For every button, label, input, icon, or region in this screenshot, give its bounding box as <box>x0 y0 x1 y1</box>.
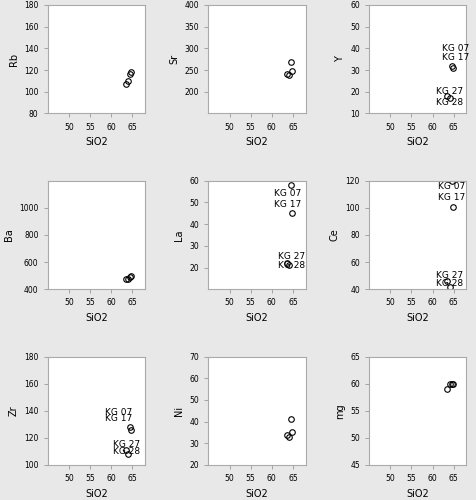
X-axis label: SiO2: SiO2 <box>246 488 268 498</box>
Text: KG 07: KG 07 <box>442 44 469 53</box>
Text: KG 27: KG 27 <box>113 440 140 449</box>
Y-axis label: mg: mg <box>335 403 345 418</box>
Text: KG 27: KG 27 <box>278 252 305 261</box>
Text: KG 28: KG 28 <box>113 447 140 456</box>
Text: KG 17: KG 17 <box>437 192 465 202</box>
Y-axis label: Ni: Ni <box>174 406 184 416</box>
Y-axis label: La: La <box>174 229 184 240</box>
X-axis label: SiO2: SiO2 <box>407 313 429 323</box>
Text: KG 28: KG 28 <box>436 98 463 107</box>
X-axis label: SiO2: SiO2 <box>85 137 108 147</box>
Y-axis label: Ba: Ba <box>4 228 14 241</box>
Y-axis label: Zr: Zr <box>9 406 19 416</box>
Y-axis label: Ce: Ce <box>330 228 340 241</box>
Text: KG 07: KG 07 <box>274 190 301 198</box>
X-axis label: SiO2: SiO2 <box>407 488 429 498</box>
X-axis label: SiO2: SiO2 <box>85 313 108 323</box>
Text: KG 17: KG 17 <box>105 414 132 424</box>
Text: KG 07: KG 07 <box>437 182 465 190</box>
X-axis label: SiO2: SiO2 <box>85 488 108 498</box>
Text: KG 17: KG 17 <box>274 200 301 209</box>
Text: KG 07: KG 07 <box>105 408 132 416</box>
Y-axis label: Sr: Sr <box>169 54 179 64</box>
X-axis label: SiO2: SiO2 <box>246 137 268 147</box>
Y-axis label: Rb: Rb <box>9 52 19 66</box>
Text: KG 28: KG 28 <box>278 261 305 270</box>
Text: KG 27: KG 27 <box>436 271 463 280</box>
Text: KG 28: KG 28 <box>436 280 463 288</box>
Text: KG 17: KG 17 <box>442 52 469 62</box>
Text: KG 27: KG 27 <box>436 88 463 96</box>
X-axis label: SiO2: SiO2 <box>246 313 268 323</box>
Y-axis label: Y: Y <box>335 56 345 62</box>
X-axis label: SiO2: SiO2 <box>407 137 429 147</box>
